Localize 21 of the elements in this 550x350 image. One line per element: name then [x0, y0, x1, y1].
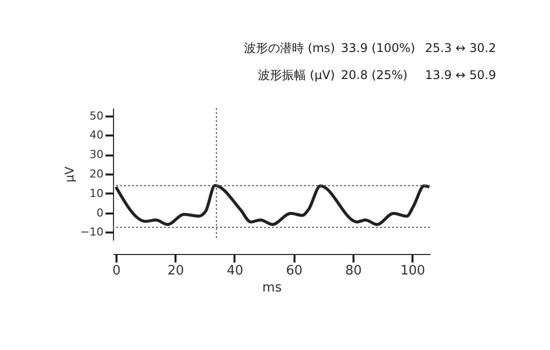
y-tick-label: −10 — [80, 226, 104, 239]
text: 20.8 (25%) — [341, 68, 408, 82]
text: 13.9 ↔ 50.9 — [425, 68, 496, 82]
y-tick-label: 50 — [90, 109, 104, 122]
text: 33.9 (100%) — [341, 41, 416, 55]
text: 波形振幅 (μV) — [258, 68, 335, 82]
y-tick-label: 20 — [90, 168, 104, 180]
x-tick-label: 20 — [167, 264, 184, 278]
x-tick-label: 100 — [400, 264, 426, 278]
x-tick-label: 60 — [286, 264, 302, 278]
x-tick-label: 40 — [226, 264, 244, 278]
y-tick-label: 0 — [96, 206, 104, 220]
y-tick-label: 10 — [90, 186, 104, 200]
y-axis-title: μV — [62, 166, 76, 182]
y-tick-label: 30 — [90, 148, 104, 162]
y-tick-label: 40 — [90, 128, 104, 142]
x-tick-label: 80 — [345, 264, 362, 278]
x-axis-title: ms — [262, 280, 282, 296]
text: 波形の潜時 (ms) — [244, 41, 335, 55]
text: 25.3 ↔ 30.2 — [425, 41, 496, 55]
x-tick-label: 0 — [112, 264, 121, 278]
